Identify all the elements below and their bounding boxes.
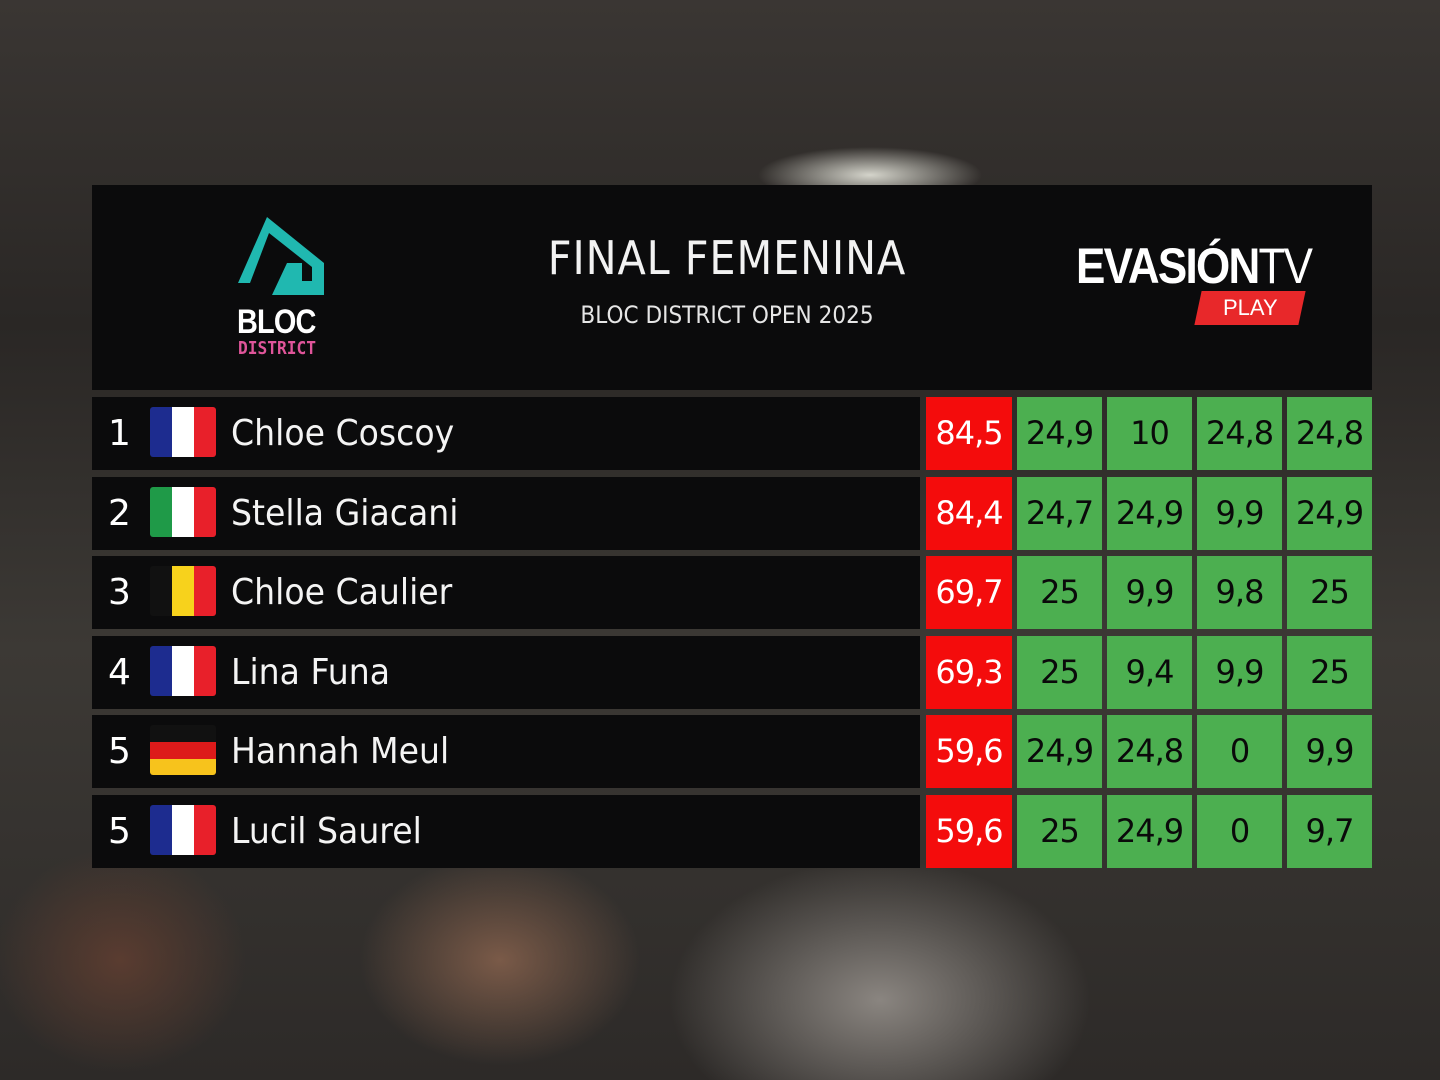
boulder-score: 9,4 (1107, 635, 1192, 709)
play-badge: PLAY (1194, 291, 1306, 325)
boulder-score: 9,9 (1107, 556, 1192, 630)
boulder-score: 24,8 (1107, 715, 1192, 789)
table-row: 1 Chloe Coscoy 84,5 24,9 10 24,8 24,8 (92, 397, 1372, 470)
total-score: 84,5 (926, 397, 1012, 470)
bloc-district-logo-icon (238, 217, 324, 295)
germany-flag-icon (150, 725, 216, 776)
boulder-score: 10 (1107, 397, 1192, 470)
boulder-score: 24,8 (1197, 397, 1282, 470)
boulder-score: 9,9 (1197, 476, 1282, 550)
bloc-logo-text: BLOC (237, 303, 316, 341)
athlete-cell: 3 Chloe Caulier (92, 556, 920, 630)
rank: 2 (108, 492, 131, 534)
athlete-cell: 2 Stella Giacani (92, 476, 920, 550)
boulder-score: 25 (1017, 556, 1102, 630)
tv-logo-text: TV (1258, 238, 1312, 294)
boulder-score: 0 (1197, 715, 1282, 789)
athlete-cell: 5 Hannah Meul (92, 715, 920, 789)
evasion-logo-text: EVASIÓN (1076, 238, 1260, 294)
boulder-score: 25 (1287, 556, 1372, 630)
page-subtitle: BLOC DISTRICT OPEN 2025 (580, 301, 874, 329)
boulder-score: 25 (1017, 635, 1102, 709)
boulder-score: 25 (1017, 795, 1102, 868)
table-row: 5 Lucil Saurel 59,6 25 24,9 0 9,7 (92, 795, 1372, 868)
boulder-score: 24,9 (1287, 476, 1372, 550)
athlete-cell: 4 Lina Funa (92, 635, 920, 709)
boulder-score: 24,8 (1287, 397, 1372, 470)
total-score: 69,3 (926, 635, 1012, 709)
boulder-score: 9,8 (1197, 556, 1282, 630)
france-flag-icon (150, 645, 216, 696)
rank: 3 (108, 572, 131, 614)
athlete-cell: 5 Lucil Saurel (92, 795, 920, 868)
france-flag-icon (150, 407, 216, 457)
boulder-score: 24,9 (1017, 715, 1102, 789)
athlete-name: Chloe Coscoy (231, 413, 455, 454)
athlete-name: Lina Funa (231, 651, 390, 693)
table-row: 4 Lina Funa 69,3 25 9,4 9,9 25 (92, 635, 1372, 709)
athlete-name: Hannah Meul (231, 731, 450, 773)
scoreboard-header: BLOC DISTRICT FINAL FEMENINA BLOC DISTRI… (92, 185, 1372, 390)
total-score: 59,6 (926, 715, 1012, 789)
page-title: FINAL FEMENINA (547, 231, 907, 285)
boulder-score: 24,9 (1107, 795, 1192, 868)
table-row: 5 Hannah Meul 59,6 24,9 24,8 0 9,9 (92, 715, 1372, 789)
district-logo-text: DISTRICT (238, 338, 317, 359)
athlete-name: Lucil Saurel (231, 811, 422, 852)
belgium-flag-icon (150, 566, 216, 617)
boulder-score: 24,7 (1017, 476, 1102, 550)
boulder-score: 9,7 (1287, 795, 1372, 868)
play-badge-text: PLAY (1222, 295, 1278, 320)
boulder-score: 24,9 (1017, 397, 1102, 470)
france-flag-icon (150, 805, 216, 855)
athlete-cell: 1 Chloe Coscoy (92, 397, 920, 470)
athlete-name: Chloe Caulier (231, 572, 453, 614)
boulder-score: 9,9 (1287, 715, 1372, 789)
total-score: 59,6 (926, 795, 1012, 868)
italy-flag-icon (150, 486, 216, 537)
rank: 1 (108, 413, 131, 454)
athlete-name: Stella Giacani (231, 492, 459, 534)
boulder-score: 25 (1287, 635, 1372, 709)
boulder-score: 0 (1197, 795, 1282, 868)
evasion-tv-logo: EVASIÓNTV (1076, 237, 1313, 295)
boulder-score: 9,9 (1197, 635, 1282, 709)
table-row: 3 Chloe Caulier 69,7 25 9,9 9,8 25 (92, 556, 1372, 630)
total-score: 84,4 (926, 476, 1012, 550)
rank: 4 (108, 651, 131, 693)
boulder-score: 24,9 (1107, 476, 1192, 550)
table-row: 2 Stella Giacani 84,4 24,7 24,9 9,9 24,9 (92, 476, 1372, 550)
rank: 5 (108, 731, 131, 773)
rank: 5 (108, 811, 131, 852)
total-score: 69,7 (926, 556, 1012, 630)
